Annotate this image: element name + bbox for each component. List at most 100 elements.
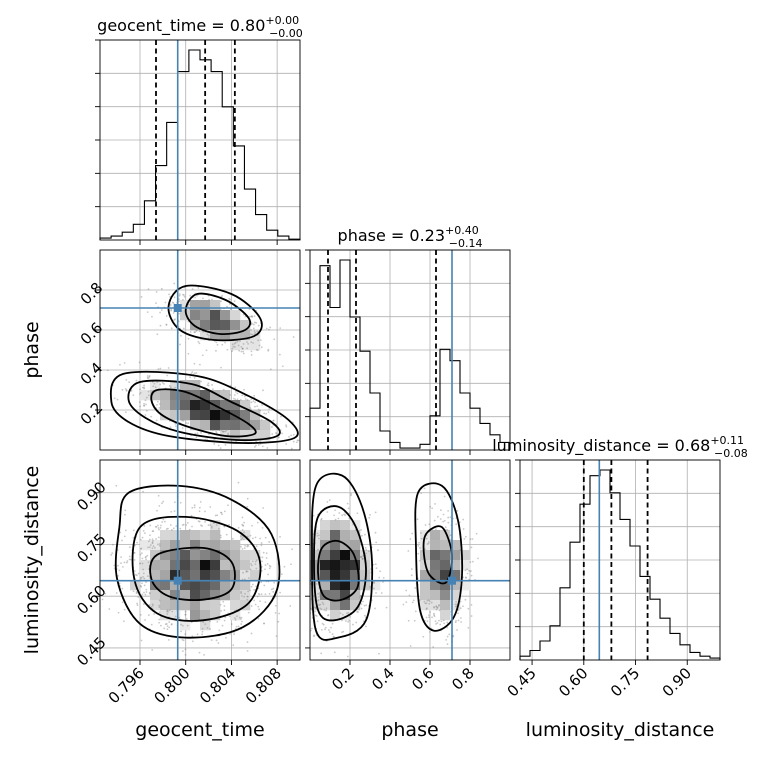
sample-point [179, 334, 182, 337]
sample-point [221, 624, 224, 627]
density-cell [190, 420, 201, 431]
sample-point [222, 388, 225, 391]
sample-point [191, 371, 194, 373]
sample-point [345, 612, 348, 615]
sample-point [155, 525, 157, 528]
sample-point [122, 620, 125, 623]
sample-point [187, 337, 190, 340]
sample-point [182, 639, 185, 642]
sample-point [195, 330, 198, 332]
sample-point [432, 612, 435, 615]
sample-point [239, 340, 241, 343]
density-cell [220, 570, 231, 581]
sample-point [253, 588, 256, 591]
sample-point [181, 624, 184, 627]
sample-point [262, 551, 265, 554]
sample-point [148, 591, 151, 594]
density-cell [420, 590, 431, 601]
sample-point [330, 626, 332, 629]
sample-point [231, 350, 234, 352]
sample-point [454, 605, 457, 608]
sample-point [140, 552, 143, 555]
sample-point [246, 341, 248, 343]
sample-point [204, 510, 206, 513]
sample-point [167, 639, 170, 641]
sample-point [207, 524, 210, 527]
sample-point [268, 567, 271, 570]
sample-point [223, 510, 226, 513]
sample-point [241, 528, 244, 531]
sample-point [204, 521, 207, 523]
sample-point [250, 315, 253, 318]
sample-point [364, 625, 367, 628]
sample-point [357, 611, 359, 613]
sample-point [263, 412, 266, 415]
sample-point [113, 564, 116, 567]
sample-point [417, 544, 420, 547]
sample-point [225, 636, 227, 639]
sample-point [377, 549, 379, 552]
sample-point [253, 321, 256, 324]
sample-point [198, 342, 201, 345]
sample-point [101, 598, 104, 601]
sample-point [249, 407, 252, 409]
sample-point [215, 341, 218, 344]
sample-point [243, 538, 245, 541]
histogram-geocent_time [99, 49, 301, 240]
density-cell [190, 310, 201, 321]
sample-point [191, 506, 194, 509]
sample-point [460, 621, 463, 623]
sample-point [324, 626, 327, 629]
density-cell [140, 560, 151, 571]
density-cell [320, 590, 331, 601]
sample-point [280, 573, 283, 576]
sample-point [146, 575, 149, 578]
y-axis-label-phase: phase [21, 321, 43, 378]
sample-point [218, 429, 221, 432]
sample-point [253, 446, 256, 448]
sample-point [201, 525, 204, 527]
density-cell [210, 570, 221, 581]
sample-point [138, 401, 141, 403]
sample-point [197, 520, 200, 522]
sample-point [193, 331, 196, 334]
density-cell [210, 600, 221, 611]
density-cell [160, 540, 171, 551]
sample-point [318, 592, 321, 595]
sample-point [418, 559, 421, 562]
sample-point [409, 538, 412, 540]
x-tick-label: 0.75 [607, 664, 643, 700]
sample-point [138, 361, 141, 364]
sample-point [268, 408, 271, 410]
sample-point [204, 623, 207, 626]
density-cell [260, 420, 271, 431]
sample-point [436, 515, 439, 518]
sample-point [178, 300, 180, 303]
density-cell [450, 580, 461, 591]
sample-point [428, 541, 430, 543]
sample-point [233, 633, 235, 636]
density-cell [240, 410, 251, 421]
density-cell [220, 320, 231, 331]
sample-point [179, 527, 182, 530]
sample-point [165, 323, 168, 326]
sample-point [143, 404, 146, 407]
sample-point [256, 405, 259, 408]
sample-point [438, 619, 440, 622]
sample-point [449, 534, 452, 537]
y-tick-label: 0.8 [77, 279, 107, 309]
sample-point [452, 634, 455, 637]
sample-point [153, 382, 156, 385]
sample-point [372, 563, 375, 566]
sample-point [372, 581, 375, 584]
sample-point [273, 581, 276, 584]
sample-point [184, 654, 187, 656]
sample-point [259, 600, 261, 603]
sample-point [305, 555, 307, 557]
sample-point [362, 620, 365, 623]
sample-point [198, 506, 201, 509]
sample-point [267, 411, 270, 414]
sample-point [320, 608, 323, 611]
sample-point [281, 432, 283, 435]
sample-point [158, 611, 161, 614]
